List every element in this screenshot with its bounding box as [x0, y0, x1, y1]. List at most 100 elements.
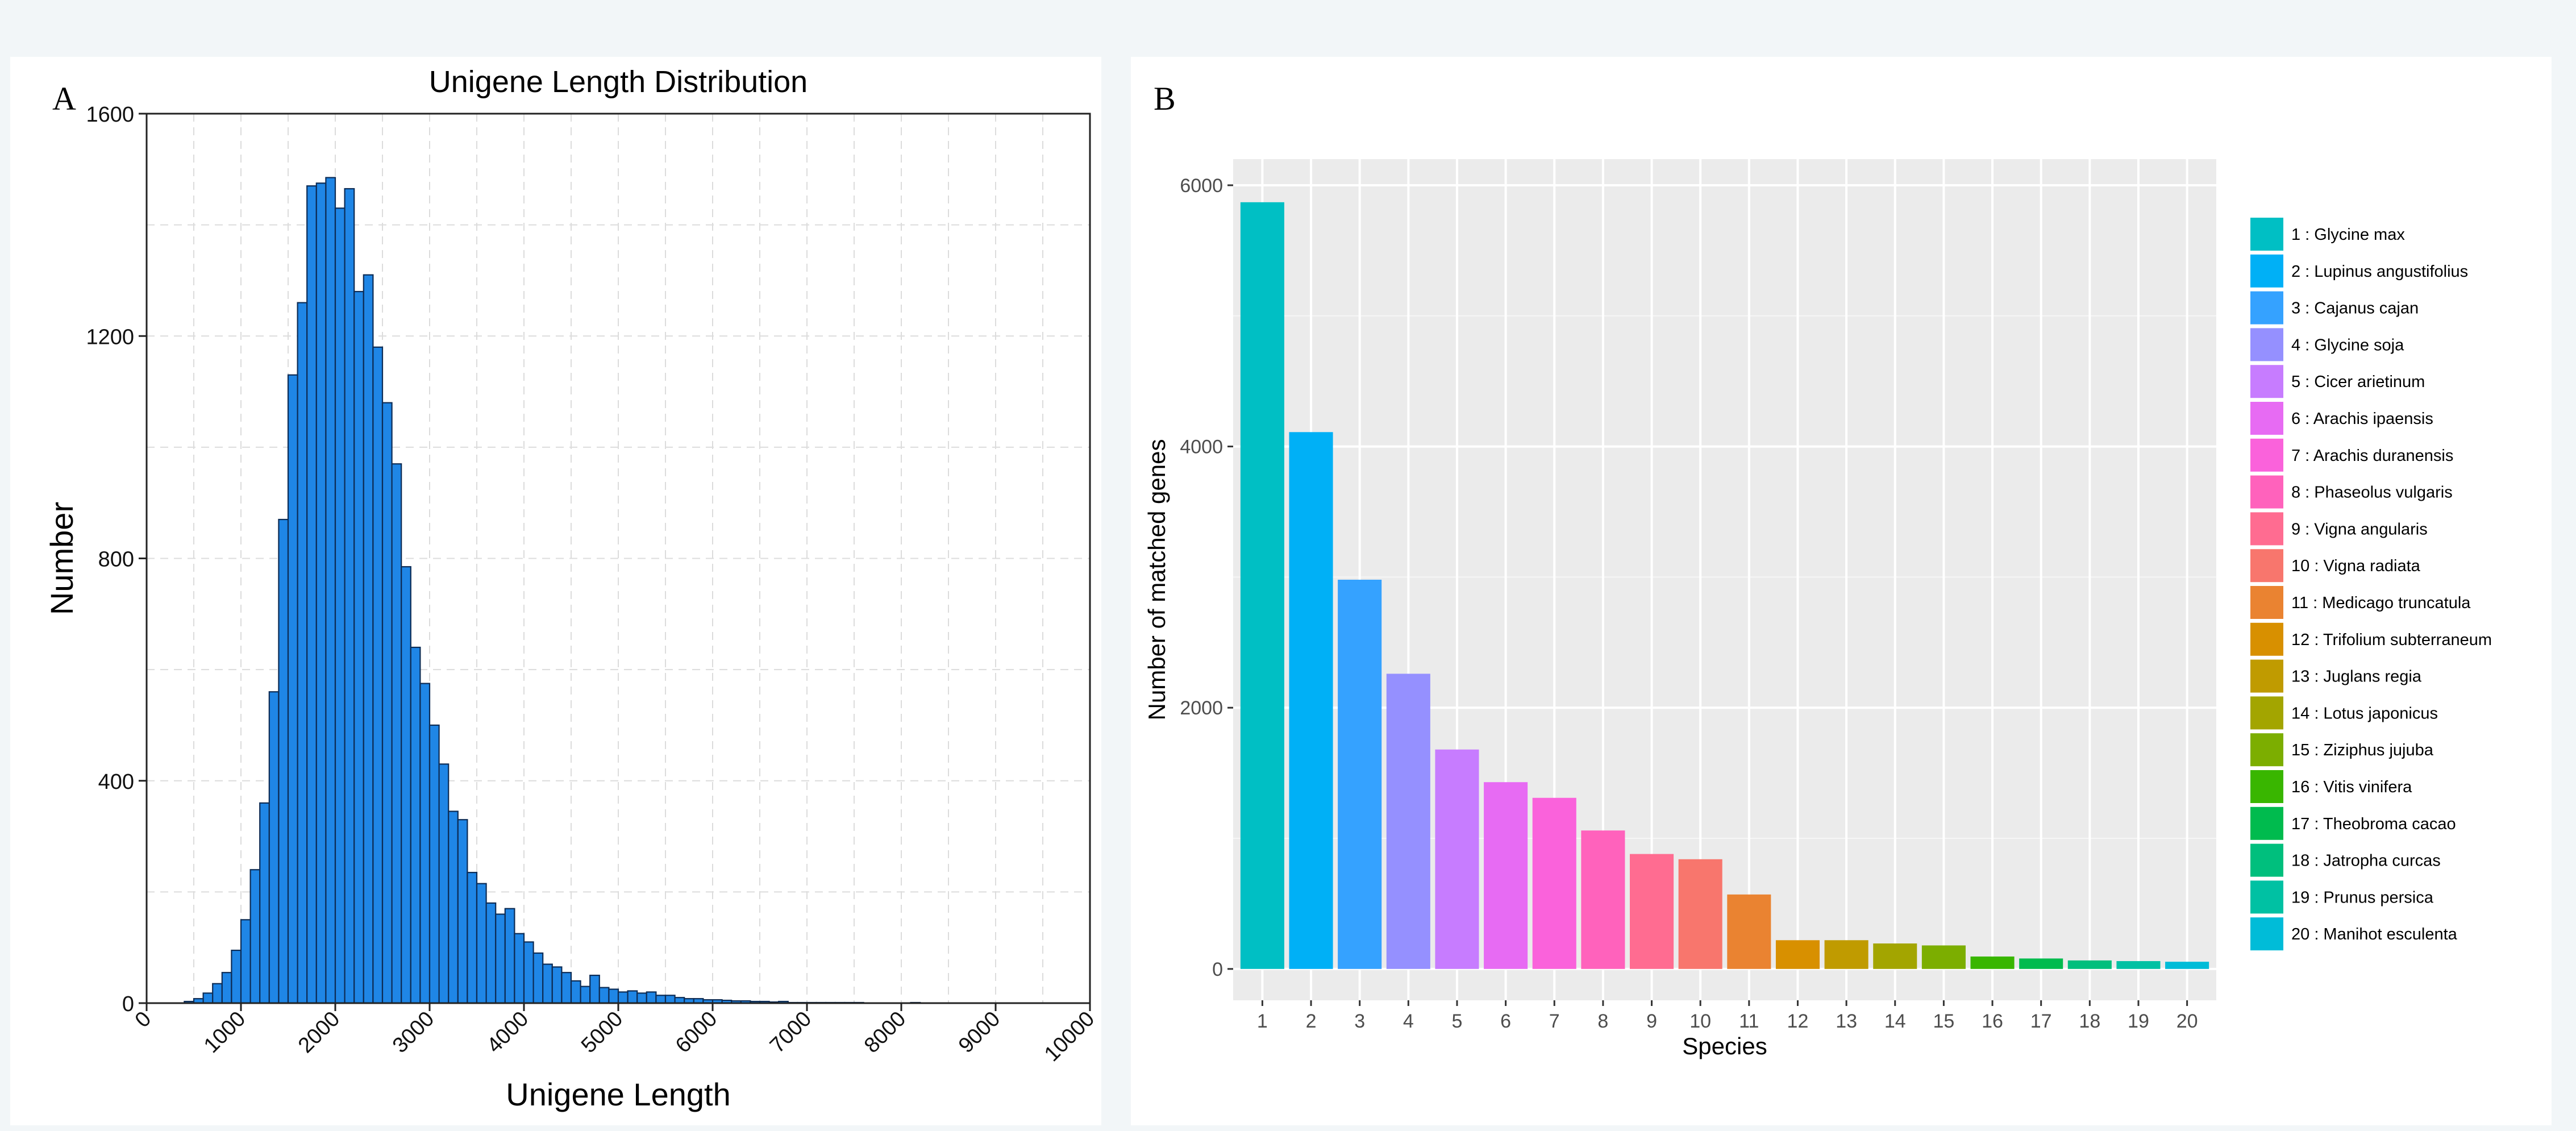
- histogram-bar: [457, 819, 468, 1004]
- species-bar: [2067, 960, 2112, 969]
- x-axis-label: Species: [1682, 1033, 1767, 1059]
- x-tick-label: 4: [1403, 1011, 1414, 1032]
- histogram-bar: [268, 691, 280, 1004]
- histogram-bar: [410, 646, 421, 1004]
- legend-label: 2 : Lupinus angustifolius: [2291, 263, 2468, 281]
- y-axis-label: Number: [44, 502, 80, 615]
- x-tick-label: 15: [1933, 1011, 1954, 1032]
- legend-label: 20 : Manihot esculenta: [2291, 925, 2458, 943]
- histogram-bar: [514, 933, 525, 1004]
- histogram-bar: [240, 919, 251, 1004]
- histogram-bar: [212, 983, 223, 1004]
- histogram-bar: [523, 941, 534, 1004]
- histogram-bar: [428, 724, 440, 1004]
- x-tick-label: 5: [1451, 1011, 1462, 1032]
- histogram-bar: [249, 869, 261, 1004]
- x-tick-label: 6: [1500, 1011, 1511, 1032]
- legend-key: [2250, 254, 2283, 288]
- species-bar: [2165, 962, 2209, 969]
- x-tick-label: 1: [1257, 1011, 1268, 1032]
- histogram-bar: [561, 972, 572, 1004]
- x-tick-label: 9: [1646, 1011, 1657, 1032]
- legend-key: [2250, 218, 2283, 251]
- panel-letter-a: A: [52, 80, 76, 117]
- legend-key: [2250, 880, 2283, 914]
- y-tick-label: 800: [98, 548, 134, 572]
- legend-key: [2250, 549, 2283, 583]
- histogram-bar: [627, 990, 638, 1004]
- legend-key: [2250, 365, 2283, 398]
- panel-a-histogram: 0 400 800 1200 1600 0 1000 2000 3000 4000 5000 6000…: [10, 57, 1101, 1125]
- legend-key: [2250, 328, 2283, 361]
- legend-label: 13 : Juglans regia: [2291, 668, 2422, 686]
- species-bar: [1921, 945, 1966, 969]
- chart-title: Unigene Length Distribution: [429, 65, 808, 99]
- y-tick-label: 2000: [1180, 697, 1223, 719]
- y-tick-label: 400: [98, 770, 134, 794]
- legend-label: 10 : Vigna radiata: [2291, 557, 2421, 575]
- species-bar: [1775, 940, 1820, 969]
- legend-label: 14 : Lotus japonicus: [2291, 704, 2438, 722]
- histogram-bar: [363, 274, 374, 1004]
- legend-key: [2250, 917, 2283, 951]
- histogram-bar: [381, 402, 393, 1004]
- x-tick-label: 0: [131, 1007, 156, 1033]
- histogram-bar: [532, 952, 544, 1004]
- legend-key: [2250, 659, 2283, 693]
- histogram-bar: [646, 991, 657, 1004]
- histogram-bar: [589, 974, 600, 1004]
- x-tick-label: 2000: [294, 1007, 344, 1058]
- histogram-bar: [231, 949, 242, 1004]
- legend-key: [2250, 696, 2283, 730]
- histogram-bar: [315, 182, 327, 1004]
- x-tick-label: 10000: [1040, 1007, 1099, 1066]
- species-bar: [1678, 859, 1722, 969]
- x-tick-label: 8: [1597, 1011, 1608, 1032]
- x-tick-label: 20: [2177, 1011, 2198, 1032]
- x-tick-label: 2: [1306, 1011, 1317, 1032]
- x-tick-label: 19: [2128, 1011, 2149, 1032]
- legend-label: 19 : Prunus persica: [2291, 888, 2434, 907]
- histogram-bar: [570, 980, 581, 1004]
- x-tick-label: 11: [1739, 1011, 1759, 1032]
- panel-letter-b: B: [1154, 80, 1176, 117]
- x-tick-label: 3: [1354, 1011, 1365, 1032]
- legend-label: 18 : Jatropha curcas: [2291, 852, 2441, 870]
- histogram-bar: [580, 986, 591, 1004]
- histogram-bar: [655, 995, 667, 1004]
- y-axis-label: Number of matched genes: [1143, 439, 1170, 721]
- histogram-bar: [617, 991, 629, 1004]
- x-tick-label: 18: [2079, 1011, 2100, 1032]
- histogram-bar: [476, 883, 487, 1004]
- species-bar: [1435, 749, 1479, 969]
- y-tick-label: 4000: [1180, 436, 1223, 458]
- histogram-chart: 0 400 800 1200 1600 0 1000 2000 3000 4000 5000 6000…: [44, 65, 1099, 1112]
- legend-label: 1 : Glycine max: [2291, 226, 2405, 244]
- species-bar: [1629, 854, 1674, 969]
- legend-key: [2250, 843, 2283, 877]
- histogram-bar: [259, 802, 270, 1004]
- legend-key: [2250, 475, 2283, 509]
- legend-label: 17 : Theobroma cacao: [2291, 815, 2456, 833]
- histogram-bar: [287, 374, 298, 1004]
- x-tick-label: 7000: [765, 1007, 816, 1058]
- legend-key: [2250, 770, 2283, 803]
- species-bar: [1873, 943, 1917, 969]
- histogram-bar: [504, 908, 515, 1004]
- species-bar: [1484, 782, 1528, 969]
- histogram-bar: [334, 207, 346, 1004]
- legend-key: [2250, 291, 2283, 325]
- legend-key: [2250, 402, 2283, 435]
- species-bar: [1386, 673, 1430, 969]
- legend-key: [2250, 806, 2283, 840]
- x-tick-label: 17: [2030, 1011, 2052, 1032]
- histogram-bar: [608, 988, 619, 1004]
- x-tick-label: 9000: [954, 1007, 1005, 1058]
- legend-label: 11 : Medicago truncatula: [2291, 594, 2471, 612]
- x-tick-label: 13: [1836, 1011, 1857, 1032]
- x-tick-label: 10: [1689, 1011, 1711, 1032]
- x-tick-label: 8000: [860, 1007, 910, 1058]
- species-bar: [1338, 580, 1382, 969]
- histogram-bar: [306, 185, 317, 1004]
- x-tick-label: 16: [1982, 1011, 2003, 1032]
